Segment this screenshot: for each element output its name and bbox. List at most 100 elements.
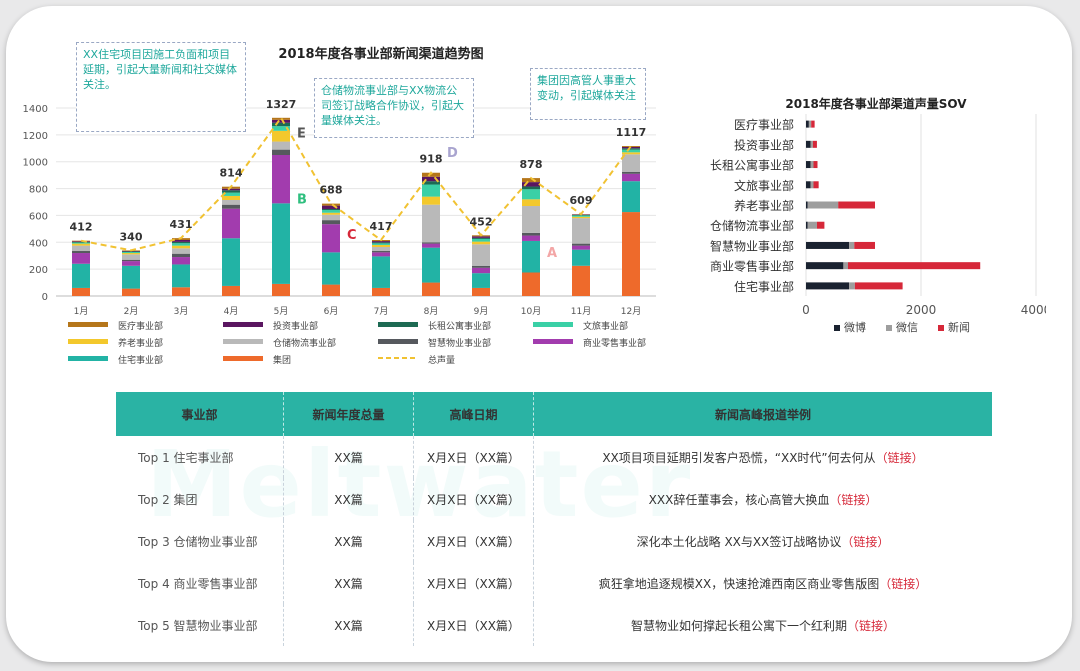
chart-title: 2018年度各事业部新闻渠道趋势图 [278,46,483,62]
data-label: 918 [420,153,443,166]
y-tick-label: 1400 [23,104,48,115]
y-tick-label: 600 [29,211,48,222]
row-link[interactable]: （链接） [875,450,924,465]
y-tick-label: 200 [29,265,48,276]
row-dept: Top 1 住宅事业部 [116,436,284,478]
bar-segment [372,256,390,288]
bar-segment [838,201,875,209]
bar-segment [472,241,490,245]
row-link[interactable]: （链接） [847,618,896,633]
legend-swatch [533,339,573,344]
bar-segment [222,208,240,239]
bar-segment [172,245,190,249]
x-tick-label: 2000 [906,303,937,317]
bar-segment [806,241,850,249]
row-total: XX篇 [284,604,414,646]
bar-segment [622,152,640,155]
x-tick-label: 1月 [74,306,89,317]
row-date: X月X日（XX篇） [414,562,534,604]
legend-swatch [223,322,263,327]
legend-label: 新闻 [948,320,970,334]
legend-label: 文旅事业部 [583,320,628,332]
bar-segment [422,243,440,248]
bar-segment [843,262,848,270]
bar-segment [72,245,90,252]
bar-segment [572,265,590,296]
legend-swatch [68,339,108,344]
bar-segment [322,220,340,225]
bar-segment [122,265,140,289]
report-card: Meltwater 2018年度各事业部新闻渠道趋势图 0 200 400 600 800… [6,6,1072,662]
data-label: 878 [520,158,543,171]
y-tick-label: 养老事业部 [734,198,794,213]
bar-segment [372,252,390,257]
bar-segment [522,206,540,233]
data-label: 431 [170,218,193,231]
peak-marker-d: D [447,146,458,161]
bar-segment [272,283,290,296]
bar-segment [806,262,844,270]
bar-segment [72,287,90,296]
row-link[interactable]: （链接） [879,576,928,591]
x-tick-label: 3月 [174,306,189,317]
legend-swatch [938,325,944,331]
bar-segment [806,201,808,209]
row-example-text: 智慧物业如何撑起长租公寓下一个红利期 [630,618,847,633]
row-link[interactable]: （链接） [841,534,890,549]
trend-chart: 2018年度各事业部新闻渠道趋势图 0 200 400 600 800 1000 1200 14… [23,46,656,366]
row-link[interactable]: （链接） [829,492,878,507]
legend-swatch [68,322,108,327]
bar-segment [622,212,640,296]
data-label: 814 [220,167,243,180]
row-example: XXX辞任董事会，核心高管大换血 （链接） [534,478,992,520]
data-label: 1117 [616,126,647,139]
bar-segment [622,148,640,150]
legend-label: 微博 [844,320,866,334]
annotation-2: 仓储物流事业部与XX物流公司签订战略合作协议，引起大量媒体关注。 [314,78,474,138]
table-row: Top 3 仓储物业事业部 XX篇 X月X日（XX篇） 深化本土化战略 XX与X… [116,520,992,562]
bar-segment [472,238,490,242]
bar-segment [72,251,90,254]
data-label: 609 [570,194,593,207]
bar-segment [122,251,140,254]
bar-segment [222,238,240,286]
bar-segment [472,237,490,239]
bar-segment [122,251,140,252]
bar-segment [372,244,390,247]
legend-label: 养老事业部 [118,337,163,349]
bar-segment [813,161,818,169]
bar-segment [522,178,540,183]
table-header: 事业部 新闻年度总量 高峰日期 新闻高峰报道举例 [116,392,992,436]
bar-segment [522,186,540,190]
bar-segment [472,287,490,296]
bar-segment [472,244,490,266]
row-date: X月X日（XX篇） [414,604,534,646]
annotation-1: XX住宅项目因施工负面和项目延期，引起大量新闻和社交媒体关注。 [76,42,246,132]
x-tick-label: 9月 [474,306,489,317]
bar-segment [322,284,340,296]
x-tick-label: 0 [802,303,810,317]
y-tick-label: 0 [42,292,48,303]
x-tick-label: 11月 [571,306,591,317]
legend-swatch [834,325,840,331]
y-tick-label: 800 [29,185,48,196]
data-label: 1327 [266,98,297,111]
row-total: XX篇 [284,562,414,604]
bar-segment [522,199,540,207]
row-example: 疯狂拿地追逐规模XX，快速抢滩西南区商业零售版图 （链接） [534,562,992,604]
y-tick-label: 投资事业部 [734,137,794,152]
bar-segment [222,285,240,296]
bar-segment [272,122,290,127]
y-tick-label: 400 [29,238,48,249]
legend-label: 集团 [273,354,291,366]
y-tick-label: 仓储物流事业部 [710,218,794,233]
bar-segment [849,282,855,290]
data-label: 452 [470,215,493,228]
bar-segment [572,243,590,246]
bar-segment [372,241,390,243]
row-dept: Top 5 智慧物业事业部 [116,604,284,646]
bar-segment [847,262,981,270]
bar-segment [172,253,190,258]
bar-segment [806,120,809,128]
legend-label: 智慧物业事业部 [428,337,491,349]
